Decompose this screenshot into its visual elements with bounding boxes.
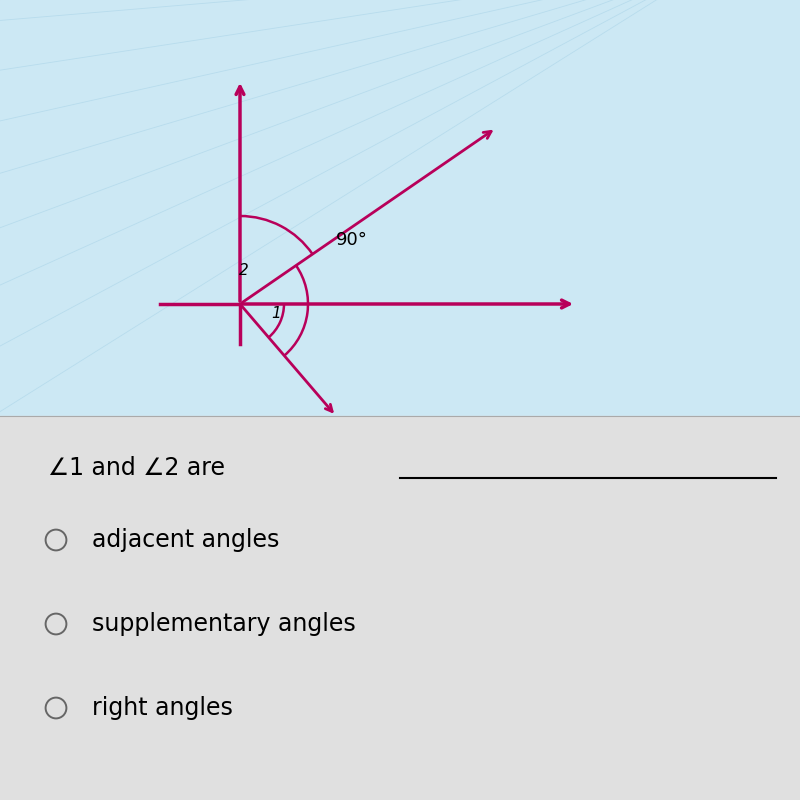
Text: adjacent angles: adjacent angles	[92, 528, 279, 552]
Text: 2: 2	[239, 263, 249, 278]
Text: supplementary angles: supplementary angles	[92, 612, 356, 636]
Text: right angles: right angles	[92, 696, 233, 720]
Text: 1: 1	[271, 306, 281, 321]
Text: 90°: 90°	[336, 231, 368, 249]
Text: ∠1 and ∠2 are: ∠1 and ∠2 are	[48, 456, 225, 480]
